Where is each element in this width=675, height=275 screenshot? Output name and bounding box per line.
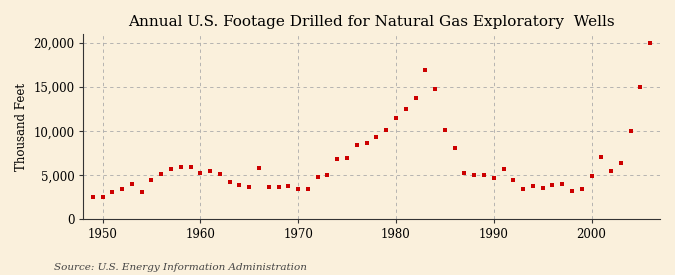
Point (537, 186, 548, 190)
Point (625, 129, 636, 133)
Point (488, 176, 499, 180)
Point (254, 166, 265, 170)
Point (400, 107, 411, 111)
Point (215, 171, 225, 176)
Text: Source: U.S. Energy Information Administration: Source: U.S. Energy Information Administ… (54, 263, 307, 272)
Title: Annual U.S. Footage Drilled for Natural Gas Exploratory  Wells: Annual U.S. Footage Drilled for Natural … (128, 15, 615, 29)
Point (527, 184, 538, 188)
Point (293, 186, 304, 191)
Point (146, 178, 157, 182)
Point (342, 156, 352, 160)
Point (616, 161, 626, 165)
Point (576, 186, 587, 191)
Point (605, 169, 616, 173)
Point (185, 164, 196, 169)
Point (420, 67, 431, 72)
Point (156, 171, 167, 176)
Point (547, 183, 558, 187)
Point (205, 169, 215, 173)
Point (469, 173, 480, 178)
Point (508, 178, 518, 182)
Point (586, 174, 597, 178)
Point (381, 127, 392, 132)
Point (117, 186, 128, 191)
Point (596, 155, 607, 159)
Point (136, 190, 147, 194)
Point (126, 182, 137, 186)
Point (176, 165, 186, 170)
Point (410, 96, 421, 100)
Point (244, 185, 254, 189)
Point (165, 167, 176, 171)
Point (302, 186, 313, 191)
Point (87, 195, 98, 200)
Point (224, 180, 235, 185)
Point (361, 141, 372, 145)
Y-axis label: Thousand Feet: Thousand Feet (15, 83, 28, 171)
Point (352, 143, 362, 148)
Point (97, 194, 108, 199)
Point (635, 85, 646, 89)
Point (322, 173, 333, 178)
Point (332, 157, 343, 162)
Point (439, 127, 450, 132)
Point (557, 182, 568, 186)
Point (234, 183, 245, 187)
Point (479, 173, 489, 178)
Point (450, 146, 460, 150)
Point (371, 135, 382, 140)
Point (273, 185, 284, 189)
Point (263, 185, 274, 189)
Point (459, 170, 470, 175)
Point (645, 41, 655, 45)
Point (498, 167, 509, 171)
Point (391, 116, 402, 120)
Point (283, 184, 294, 188)
Point (195, 170, 206, 175)
Point (566, 189, 577, 193)
Point (313, 175, 323, 179)
Point (430, 87, 441, 91)
Point (518, 186, 529, 191)
Point (107, 190, 117, 194)
